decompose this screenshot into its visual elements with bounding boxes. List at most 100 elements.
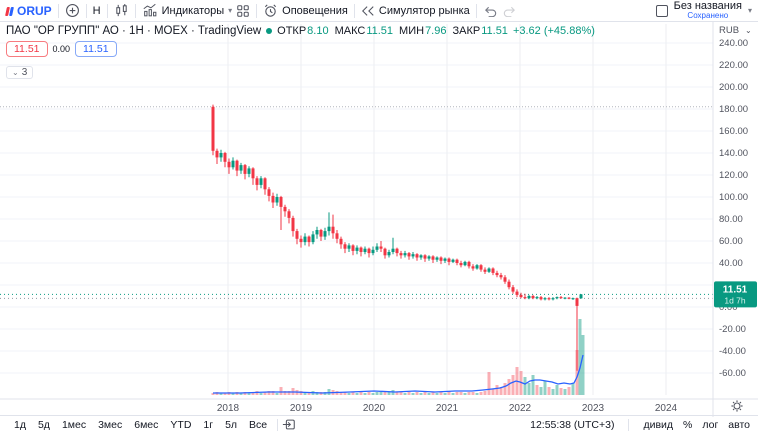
year-tick-label[interactable]: 2020: [363, 403, 386, 414]
candle-body: [575, 298, 579, 306]
year-tick-label[interactable]: 2023: [582, 403, 605, 414]
chevron-down-icon[interactable]: ⌄: [745, 26, 752, 35]
price-chart[interactable]: 240.00 220.00 200.00 180.00 160.00 140.00 120.…: [0, 22, 758, 422]
candle-body: [471, 266, 475, 269]
range-all[interactable]: Все: [249, 418, 268, 431]
volume-bar: [487, 372, 491, 395]
gear-icon[interactable]: [731, 400, 743, 412]
candle-body: [331, 226, 335, 234]
redo-icon[interactable]: [502, 5, 517, 17]
year-tick-label[interactable]: 2019: [290, 403, 313, 414]
candlestick-chart-svg[interactable]: 240.00 220.00 200.00 180.00 160.00 140.00 120.…: [0, 22, 758, 417]
volume-bar: [411, 393, 415, 395]
year-tick-label[interactable]: 2022: [509, 403, 532, 414]
volume-bar: [239, 393, 243, 395]
alerts-button[interactable]: Оповещения: [263, 3, 348, 18]
candle-body: [251, 168, 255, 179]
range-5y[interactable]: 5л: [225, 418, 238, 431]
price-change: +3.62 (+45.88%): [512, 25, 595, 37]
candle-body: [299, 238, 303, 243]
clock-utc[interactable]: 12:55:38 (UTC+3): [530, 418, 615, 431]
compare-add-icon[interactable]: [65, 3, 80, 18]
candle-body: [539, 297, 543, 300]
candle-body: [447, 258, 451, 262]
interval-button[interactable]: Н: [92, 4, 101, 17]
volume-bar: [375, 392, 379, 395]
candle-body: [415, 254, 419, 258]
range-6m[interactable]: 6мес: [134, 418, 159, 431]
buy-button[interactable]: 11.51: [75, 41, 117, 57]
volume-bar: [495, 385, 499, 395]
volume-bar: [315, 392, 319, 395]
undo-icon[interactable]: [483, 5, 498, 17]
candle-body: [315, 230, 319, 235]
auto-scale-toggle[interactable]: авто: [728, 418, 750, 431]
bottom-toolbar: 1д 5д 1мес 3мес 6мес YTD 1г 5л Все 12:55…: [0, 415, 758, 433]
range-1m[interactable]: 1мес: [61, 418, 87, 431]
indicators-button[interactable]: Индикаторы ▾: [142, 3, 232, 18]
chevron-down-icon: ⌄: [12, 68, 19, 77]
toolbar-divider: [106, 3, 108, 18]
price-tick-label: -20.00: [719, 324, 746, 335]
chevron-down-icon[interactable]: ▾: [747, 6, 752, 15]
candle-body: [275, 197, 279, 203]
candle-body: [271, 195, 275, 203]
price-tick-label: -60.00: [719, 368, 746, 379]
candle-body: [367, 248, 371, 254]
replay-button[interactable]: Симулятор рынка: [361, 5, 470, 17]
year-tick-label[interactable]: 2018: [217, 403, 240, 414]
price-tick-label: 120.00: [719, 170, 748, 181]
candle-body: [487, 268, 491, 272]
candle-body: [383, 248, 387, 256]
range-1d[interactable]: 1д: [14, 418, 26, 431]
collapsed-indicators-button[interactable]: ⌄ 3: [6, 66, 34, 79]
candle-body: [283, 206, 287, 212]
candle-body: [235, 160, 239, 171]
volume-bar: [467, 392, 471, 395]
volume-bar: [271, 391, 275, 395]
layout-select-icon[interactable]: [655, 4, 668, 17]
volume-bar: [581, 335, 585, 395]
symbol-button[interactable]: ORUP: [5, 4, 52, 18]
volume-bar: [559, 388, 563, 395]
candle-body: [307, 236, 311, 243]
log-scale-toggle[interactable]: лог: [702, 418, 719, 431]
range-ytd[interactable]: YTD: [170, 418, 192, 431]
year-tick-label[interactable]: 2021: [436, 403, 459, 414]
price-tick-label: 220.00: [719, 60, 748, 71]
currency-label[interactable]: RUB: [719, 25, 739, 36]
replay-label: Симулятор рынка: [378, 4, 470, 17]
year-tick-label[interactable]: 2024: [655, 403, 678, 414]
candle-body: [323, 231, 327, 237]
volume-bar: [475, 393, 479, 395]
volume-bar: [423, 392, 427, 395]
volume-bar: [431, 392, 435, 395]
range-3m[interactable]: 3мес: [98, 418, 123, 431]
market-status-icon[interactable]: [266, 28, 273, 34]
range-1y[interactable]: 1г: [203, 418, 214, 431]
indicator-templates-icon[interactable]: [236, 4, 250, 18]
sell-button[interactable]: 11.51: [6, 41, 48, 57]
go-to-date-icon[interactable]: [282, 418, 296, 431]
candle-body: [527, 296, 531, 299]
candle-body: [491, 268, 495, 273]
dividends-toggle[interactable]: дивид: [643, 418, 674, 431]
percent-scale-toggle[interactable]: %: [683, 418, 693, 431]
save-layout-button[interactable]: Без названия Сохранено: [674, 0, 742, 21]
legend-title[interactable]: ПАО "ОР ГРУПП" АО · 1Н · MOEX · TradingV…: [6, 25, 262, 37]
volume-bar: [491, 389, 495, 395]
candle-body: [343, 244, 347, 249]
badge-countdown: 1d 7h: [724, 295, 746, 305]
volume-bar: [283, 391, 287, 395]
chart-type-candles-icon[interactable]: [114, 3, 129, 18]
volume-bar: [219, 393, 223, 395]
candle-body: [231, 160, 235, 168]
volume-bar: [471, 392, 475, 395]
candle-body: [435, 257, 439, 260]
volume-bar: [379, 391, 383, 395]
chart-region: 240.00 220.00 200.00 180.00 160.00 140.00 120.…: [0, 22, 758, 417]
candle-body: [407, 253, 411, 257]
range-5d[interactable]: 5д: [37, 418, 50, 431]
volume-bar: [419, 393, 423, 395]
